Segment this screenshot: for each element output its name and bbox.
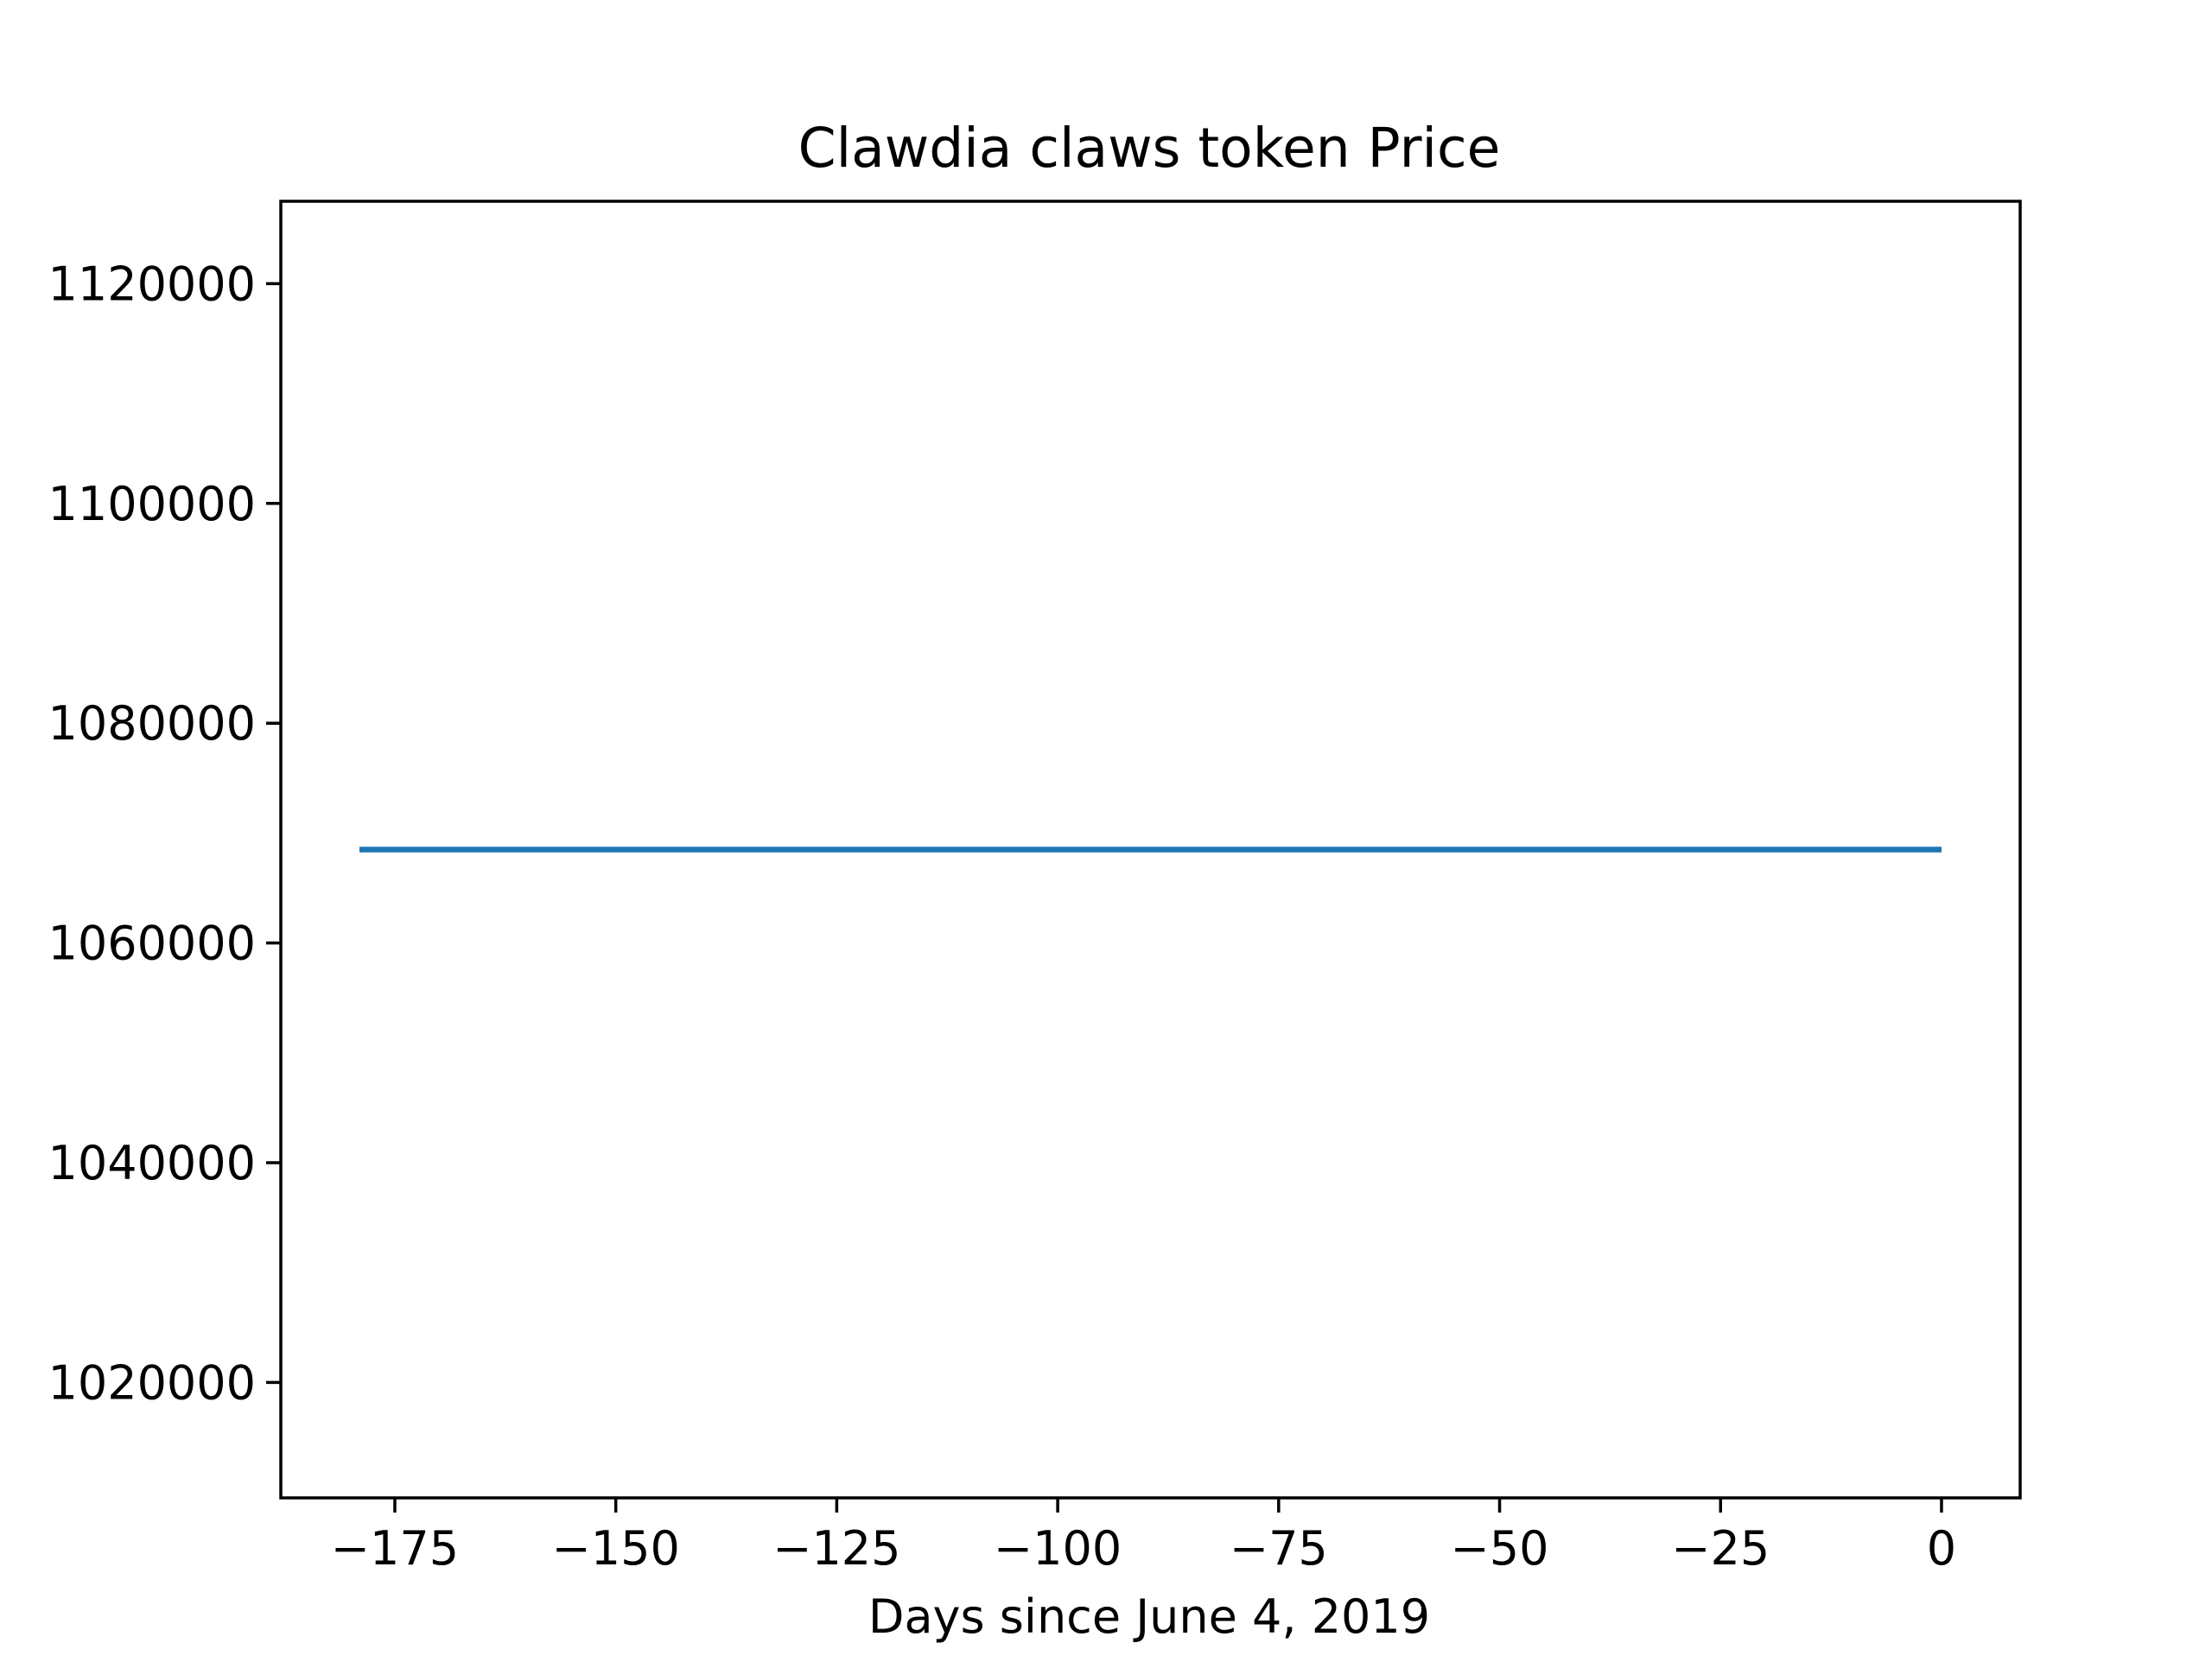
x-axis: −175 −150 −125 −100 −75 −50 −25 0: [331, 1498, 1956, 1576]
y-tick-label: 1100000: [48, 477, 257, 531]
y-tick-label: 1080000: [48, 696, 257, 751]
x-tick-label: −75: [1230, 1521, 1328, 1576]
x-tick-label: −100: [994, 1521, 1122, 1576]
x-tick-label: −50: [1451, 1521, 1549, 1576]
x-tick-label: −125: [772, 1521, 900, 1576]
y-tick-label: 1020000: [48, 1355, 257, 1410]
x-tick-label: −150: [552, 1521, 680, 1576]
x-tick-label: −25: [1671, 1521, 1770, 1576]
chart-title: Clawdia claws token Price: [798, 117, 1501, 180]
y-tick-label: 1120000: [48, 257, 257, 311]
x-axis-label: Days since June 4, 2019: [868, 1589, 1430, 1644]
x-tick-label: −175: [331, 1521, 459, 1576]
y-tick-label: 1060000: [48, 917, 257, 971]
y-tick-label: 1040000: [48, 1136, 257, 1190]
plot-frame: [279, 200, 2022, 1500]
x-tick-label: 0: [1927, 1521, 1956, 1576]
y-axis: 1020000 1040000 1060000 1080000 1100000 11200…: [48, 257, 281, 1410]
